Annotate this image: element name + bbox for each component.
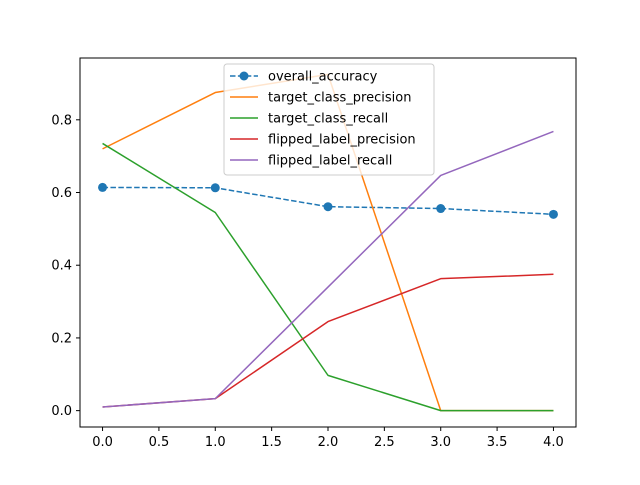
x-tick-label: 3.0 — [430, 435, 451, 450]
x-tick-label: 1.0 — [205, 435, 226, 450]
x-tick-label: 2.0 — [318, 435, 339, 450]
data-point-overall-accuracy — [436, 204, 446, 214]
y-tick-label: 0.6 — [51, 186, 72, 201]
x-tick-label: 1.5 — [261, 435, 282, 450]
data-point-overall-accuracy — [98, 182, 108, 192]
legend: overall_accuracy target_class_precisionta… — [223, 63, 435, 176]
legend-box — [223, 63, 435, 176]
legend-label: target_class_recall — [268, 112, 388, 127]
data-point-overall-accuracy — [210, 183, 220, 193]
x-tick-label: 4.0 — [543, 435, 564, 450]
y-axis: 0.0 0.2 0.4 0.6 0.8 — [51, 113, 80, 419]
y-tick-label: 0.4 — [51, 259, 72, 274]
legend-label: flipped_label_precision — [268, 133, 416, 148]
y-tick-label: 0.8 — [51, 113, 72, 128]
legend-label: overall_accuracy — [268, 70, 378, 85]
y-tick-label: 0.2 — [51, 331, 72, 346]
x-tick-label: 0.5 — [149, 435, 170, 450]
legend-marker — [239, 71, 249, 81]
series-layer — [98, 73, 558, 412]
x-tick-label: 2.5 — [374, 435, 395, 450]
x-tick-label: 3.5 — [487, 435, 508, 450]
legend-label: flipped_label_recall — [268, 154, 392, 169]
legend-label: target_class_precision — [268, 91, 411, 106]
data-point-overall-accuracy — [323, 202, 333, 212]
series-line-flipped-label-precision — [102, 273, 554, 408]
y-tick-label: 0.0 — [51, 404, 72, 419]
x-axis: 0.0 0.5 1.0 1.5 2.0 2.5 3.0 3.5 4.0 — [92, 427, 564, 450]
data-point-overall-accuracy — [548, 209, 558, 219]
x-tick-label: 0.0 — [92, 435, 113, 450]
series-line-overall-accuracy — [102, 186, 554, 216]
series-line-target-class-recall — [102, 142, 554, 412]
series-line-flipped-label-recall — [102, 130, 554, 408]
